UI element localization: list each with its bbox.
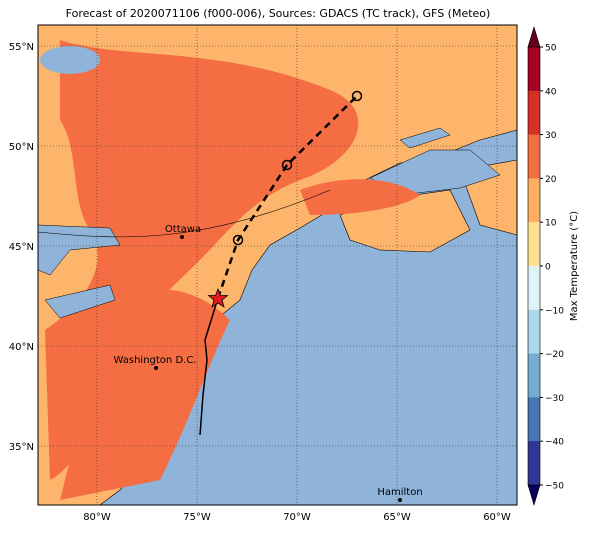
track-point (232, 234, 244, 246)
lake (40, 46, 100, 74)
colorbar-band (528, 90, 540, 136)
colorbar-tick-label: 10 (545, 219, 557, 229)
colorbar-extend (527, 484, 541, 507)
warm-area (300, 179, 420, 215)
colorbar (527, 25, 543, 507)
lake (38, 224, 121, 276)
colorbar-band (528, 134, 540, 179)
colorbar-tick-label: −30 (545, 394, 564, 404)
colorbar-tick-label: 30 (545, 131, 557, 141)
colorbar-tick-label: −20 (545, 350, 564, 360)
colorbar-band (528, 441, 540, 486)
track-past (199, 297, 219, 436)
colorbar-band (528, 309, 540, 355)
title: Forecast of 2020071106 (f000-006), Sourc… (66, 7, 491, 20)
lat-label: 35°N (9, 442, 34, 453)
lat-label: 55°N (9, 42, 34, 53)
track-point (351, 90, 363, 102)
island (399, 127, 451, 149)
lat-label: 45°N (9, 242, 34, 253)
lon-label: 65°W (383, 512, 411, 523)
colorbar-band (528, 397, 540, 442)
track-forecast (216, 95, 358, 299)
colorbar-tick-label: −40 (545, 438, 564, 448)
track-point (281, 159, 293, 171)
colorbar-tick-label: 50 (545, 44, 557, 54)
city-dot (154, 366, 158, 370)
city-dot (398, 498, 402, 502)
colorbar-tick-label: −10 (545, 306, 564, 316)
lat-label: 50°N (9, 142, 34, 153)
colorbar-extend (527, 25, 541, 48)
warm-area (60, 289, 230, 500)
colorbar-tick-label: 20 (545, 175, 557, 185)
colorbar-label: Max Temperature (°C) (569, 211, 580, 321)
city-label: Hamilton (377, 487, 422, 498)
colorbar-band (528, 47, 540, 92)
colorbar-tick-label: 40 (545, 87, 557, 97)
lon-label: 75°W (183, 512, 211, 523)
city-label: Ottawa (165, 224, 201, 235)
lon-label: 70°W (283, 512, 311, 523)
colorbar-tick-label: 0 (545, 263, 551, 273)
colorbar-band (528, 178, 540, 223)
map (38, 25, 517, 505)
storm-position (207, 287, 229, 308)
lake (44, 284, 116, 319)
city-dot (180, 235, 184, 239)
border (38, 189, 331, 238)
colorbar-tick-label: −50 (545, 482, 564, 492)
graticule (38, 25, 517, 505)
lon-label: 80°W (83, 512, 111, 523)
city-label: Washington D.C. (114, 355, 197, 366)
lat-label: 40°N (9, 342, 34, 353)
colorbar-band (528, 353, 540, 398)
warm-area (45, 40, 359, 480)
colorbar-band (528, 266, 540, 311)
colorbar-band (528, 222, 540, 267)
lon-label: 60°W (483, 512, 511, 523)
map-frame (37, 24, 518, 506)
